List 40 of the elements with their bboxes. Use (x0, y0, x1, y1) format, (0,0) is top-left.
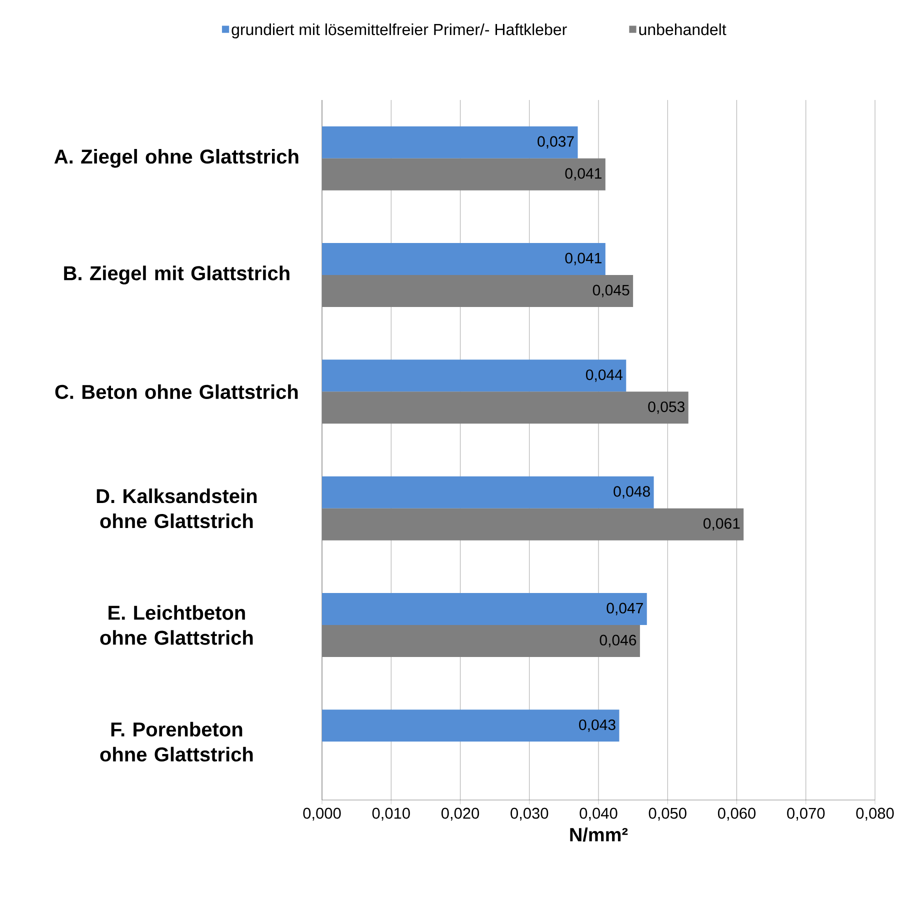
x-tick-label: 0,070 (787, 808, 825, 821)
bar (322, 710, 620, 742)
x-tick-label: 0,060 (718, 808, 756, 821)
y-tick-label: A. Ziegel ohne Glattstrich (54, 148, 298, 168)
x-tick-label: 0,030 (510, 808, 548, 821)
x-tick-label: 0,050 (648, 808, 686, 821)
bar (322, 360, 626, 392)
data-label: 0,046 (600, 634, 636, 648)
x-axis-title: N/mm² (570, 827, 628, 842)
x-tick-label: 0,040 (580, 808, 618, 821)
data-label: 0,048 (614, 486, 650, 499)
y-tick-label: C. Beton ohne Glattstrich (55, 384, 298, 400)
y-tick-label: B. Ziegel mit Glattstrich (64, 266, 290, 284)
bar (322, 508, 744, 540)
data-label: 0,053 (648, 401, 684, 414)
bar (322, 275, 634, 308)
legend-label: unbehandelt (639, 23, 726, 36)
data-label: 0,044 (586, 369, 623, 382)
data-label: 0,037 (538, 136, 574, 149)
bar (322, 625, 640, 658)
data-label: 0,043 (579, 719, 616, 732)
x-tick-label: 0,080 (856, 808, 894, 821)
y-tick-label: F. Porenbeton ohne Glattstrich (100, 722, 253, 762)
y-tick-label: E. Leichtbeton ohne Glattstrich (100, 605, 253, 645)
bar (322, 593, 647, 626)
legend-label: grundiert mit lösemittelfreier Primer/- Haftkleber (232, 23, 567, 38)
bar (322, 476, 654, 508)
bar (322, 158, 606, 190)
x-tick-label: 0,020 (441, 808, 480, 821)
data-label: 0,041 (565, 252, 602, 266)
data-label: 0,047 (606, 602, 643, 616)
data-label: 0,061 (704, 518, 740, 531)
data-label: 0,045 (592, 284, 630, 298)
bar (322, 392, 688, 424)
bar (322, 243, 606, 276)
x-tick-label: 0,000 (303, 808, 341, 821)
data-label: 0,041 (565, 168, 602, 181)
bar (322, 126, 578, 158)
x-tick-label: 0,010 (372, 808, 410, 821)
y-tick-label: D. Kalksandstein ohne Glattstrich (96, 488, 257, 528)
